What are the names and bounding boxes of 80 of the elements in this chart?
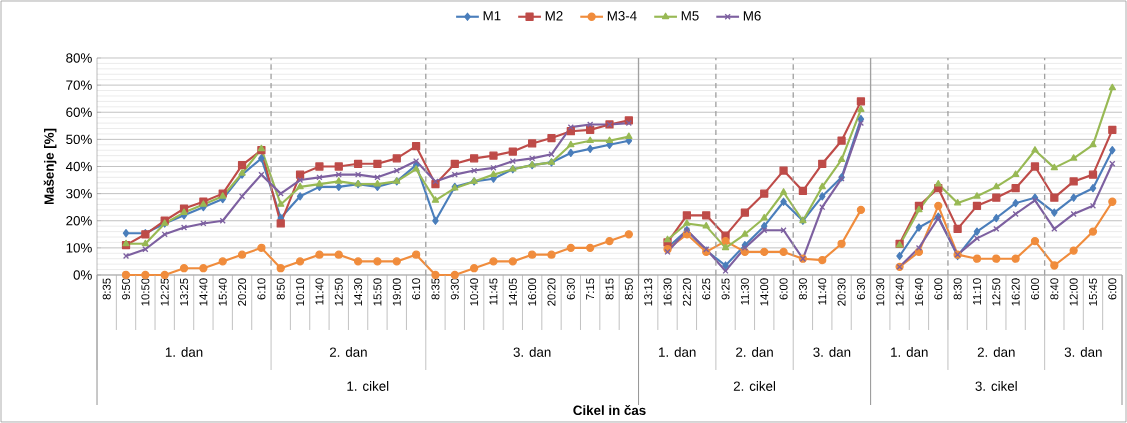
x-tick-label: 10:30 <box>876 278 885 306</box>
x-tick-label: 16:20 <box>1011 278 1020 306</box>
x-tick-label: 8:35 <box>431 278 440 300</box>
x-tick-label: 8:30 <box>798 278 807 300</box>
x-tick-label: 11:10 <box>972 278 981 305</box>
text: 2. cikel <box>733 381 776 391</box>
x-tick-label: 15:40 <box>218 278 227 306</box>
x-tick-label: 6:10 <box>257 278 266 300</box>
legend-label: M2 <box>545 11 563 21</box>
text: 2. dan <box>329 347 367 357</box>
x-tick-label: 8:30 <box>953 278 962 300</box>
x-tick-label: 16:40 <box>914 278 923 306</box>
y-tick-label: 60% <box>66 107 92 117</box>
text: 2. dan <box>736 347 773 357</box>
text: 3. dan <box>813 347 851 357</box>
x-tick-label: 13:13 <box>644 278 653 306</box>
x-tick-label: 20:20 <box>238 278 247 306</box>
x-tick-label: 8:15 <box>605 278 614 300</box>
x-tick-label: 11:40 <box>818 278 827 305</box>
text: 3. dan <box>1064 347 1102 357</box>
legend-label: M6 <box>743 11 761 21</box>
x-tick-label: 9:25 <box>721 278 730 300</box>
text: 1. cikel <box>347 381 389 391</box>
x-tick-label: 12:50 <box>334 278 343 306</box>
x-tick-label: 6:25 <box>702 278 711 300</box>
x-tick-label: 6:00 <box>1030 278 1039 300</box>
x-tick-label: 6:00 <box>779 278 788 300</box>
x-tick-label: 15:45 <box>1089 278 1097 306</box>
legend-label: M5 <box>681 11 699 21</box>
y-tick-label: 0% <box>73 270 92 280</box>
text: 1. dan <box>165 347 203 357</box>
x-tick-label: 8:50 <box>276 278 285 300</box>
x-tick-label: 10:50 <box>141 278 150 306</box>
x-tick-label: 6:30 <box>566 278 575 300</box>
x-tick-label: 6:10 <box>412 278 421 300</box>
x-tick-label: 7:15 <box>586 278 595 300</box>
x-tick-label: 12:25 <box>160 278 169 306</box>
y-tick-label: 50% <box>66 134 92 145</box>
x-tick-label: 16:00 <box>528 278 537 306</box>
y-axis-title: Mašenje [%] <box>43 128 57 205</box>
y-tick-label: 10% <box>66 243 92 253</box>
x-tick-label: 8:40 <box>1050 278 1059 300</box>
x-tick-label: 15:50 <box>373 278 382 306</box>
x-tick-label: 12:00 <box>1069 278 1078 306</box>
x-tick-label: 8:50 <box>624 278 633 300</box>
x-tick-label: 22:20 <box>682 278 691 306</box>
text: 1. dan <box>659 347 696 357</box>
text: 3. cikel <box>975 381 1017 391</box>
x-tick-label: 13:25 <box>180 278 189 306</box>
x-tick-label: 11:45 <box>489 278 498 305</box>
text: 3. dan <box>513 347 551 357</box>
x-tick-label: 11:40 <box>315 278 324 305</box>
x-tick-label: 6:00 <box>1108 278 1117 300</box>
y-tick-label: 30% <box>66 188 92 199</box>
x-tick-label: 8:35 <box>102 278 111 300</box>
y-tick-label: 40% <box>65 161 92 172</box>
x-tick-label: 12:40 <box>895 278 904 306</box>
x-tick-label: 14:00 <box>760 278 769 306</box>
y-tick-label: 70% <box>66 80 92 90</box>
x-tick-label: 14:30 <box>354 278 363 306</box>
legend-label: M3-4 <box>607 11 637 21</box>
x-tick-label: 6:00 <box>934 278 943 300</box>
x-tick-label: 9:50 <box>122 278 131 300</box>
x-tick-label: 6:30 <box>856 278 865 300</box>
x-tick-label: 11:30 <box>740 278 749 305</box>
text: 2. dan <box>977 347 1015 357</box>
x-tick-label: 20:20 <box>547 278 556 306</box>
x-tick-label: 14:05 <box>508 278 517 306</box>
x-tick-label: 16:30 <box>663 278 672 306</box>
text: Cikel in čas <box>573 404 646 416</box>
x-tick-label: 20:30 <box>837 278 846 306</box>
x-tick-label: 14:40 <box>199 278 208 306</box>
x-tick-label: 10:40 <box>470 278 479 306</box>
x-tick-label: 10:10 <box>296 278 305 306</box>
y-tick-label: 20% <box>66 216 92 226</box>
x-tick-label: 19:00 <box>392 278 401 306</box>
x-tick-label: 12:50 <box>992 278 1001 306</box>
legend-label: M1 <box>483 11 501 21</box>
text: 1. dan <box>891 347 928 357</box>
y-tick-label: 80% <box>66 53 92 63</box>
